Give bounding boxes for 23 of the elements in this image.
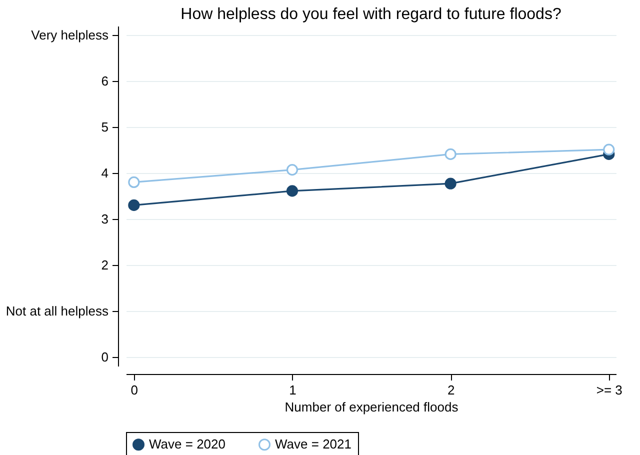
x-axis-title: Number of experienced floods xyxy=(284,400,459,414)
x-tick-label: 2 xyxy=(447,382,455,398)
legend-label: Wave = 2021 xyxy=(275,436,352,452)
y-tick-label: Not at all helpless xyxy=(6,303,109,318)
legend-label: Wave = 2020 xyxy=(149,436,226,452)
chart-title: How helpless do you feel with regard to future floods? xyxy=(180,6,562,23)
point xyxy=(128,176,140,188)
point xyxy=(444,178,456,190)
point xyxy=(444,148,456,160)
point xyxy=(603,144,615,156)
y-tick-label: 3 xyxy=(101,211,108,226)
x-tick-label: >= 3 xyxy=(596,382,622,398)
y-tick-label: 2 xyxy=(101,257,108,272)
point xyxy=(286,164,298,176)
x-tick-label: 1 xyxy=(289,382,296,398)
y-tick-label: 5 xyxy=(101,120,108,135)
y-tick-label: 6 xyxy=(101,74,108,89)
point xyxy=(286,185,298,197)
y-tick-label: 4 xyxy=(101,166,108,181)
x-tick-label: 0 xyxy=(130,382,138,398)
point xyxy=(128,199,140,211)
y-tick-label: Very helpless xyxy=(31,28,109,43)
y-tick-label: 0 xyxy=(101,349,108,364)
